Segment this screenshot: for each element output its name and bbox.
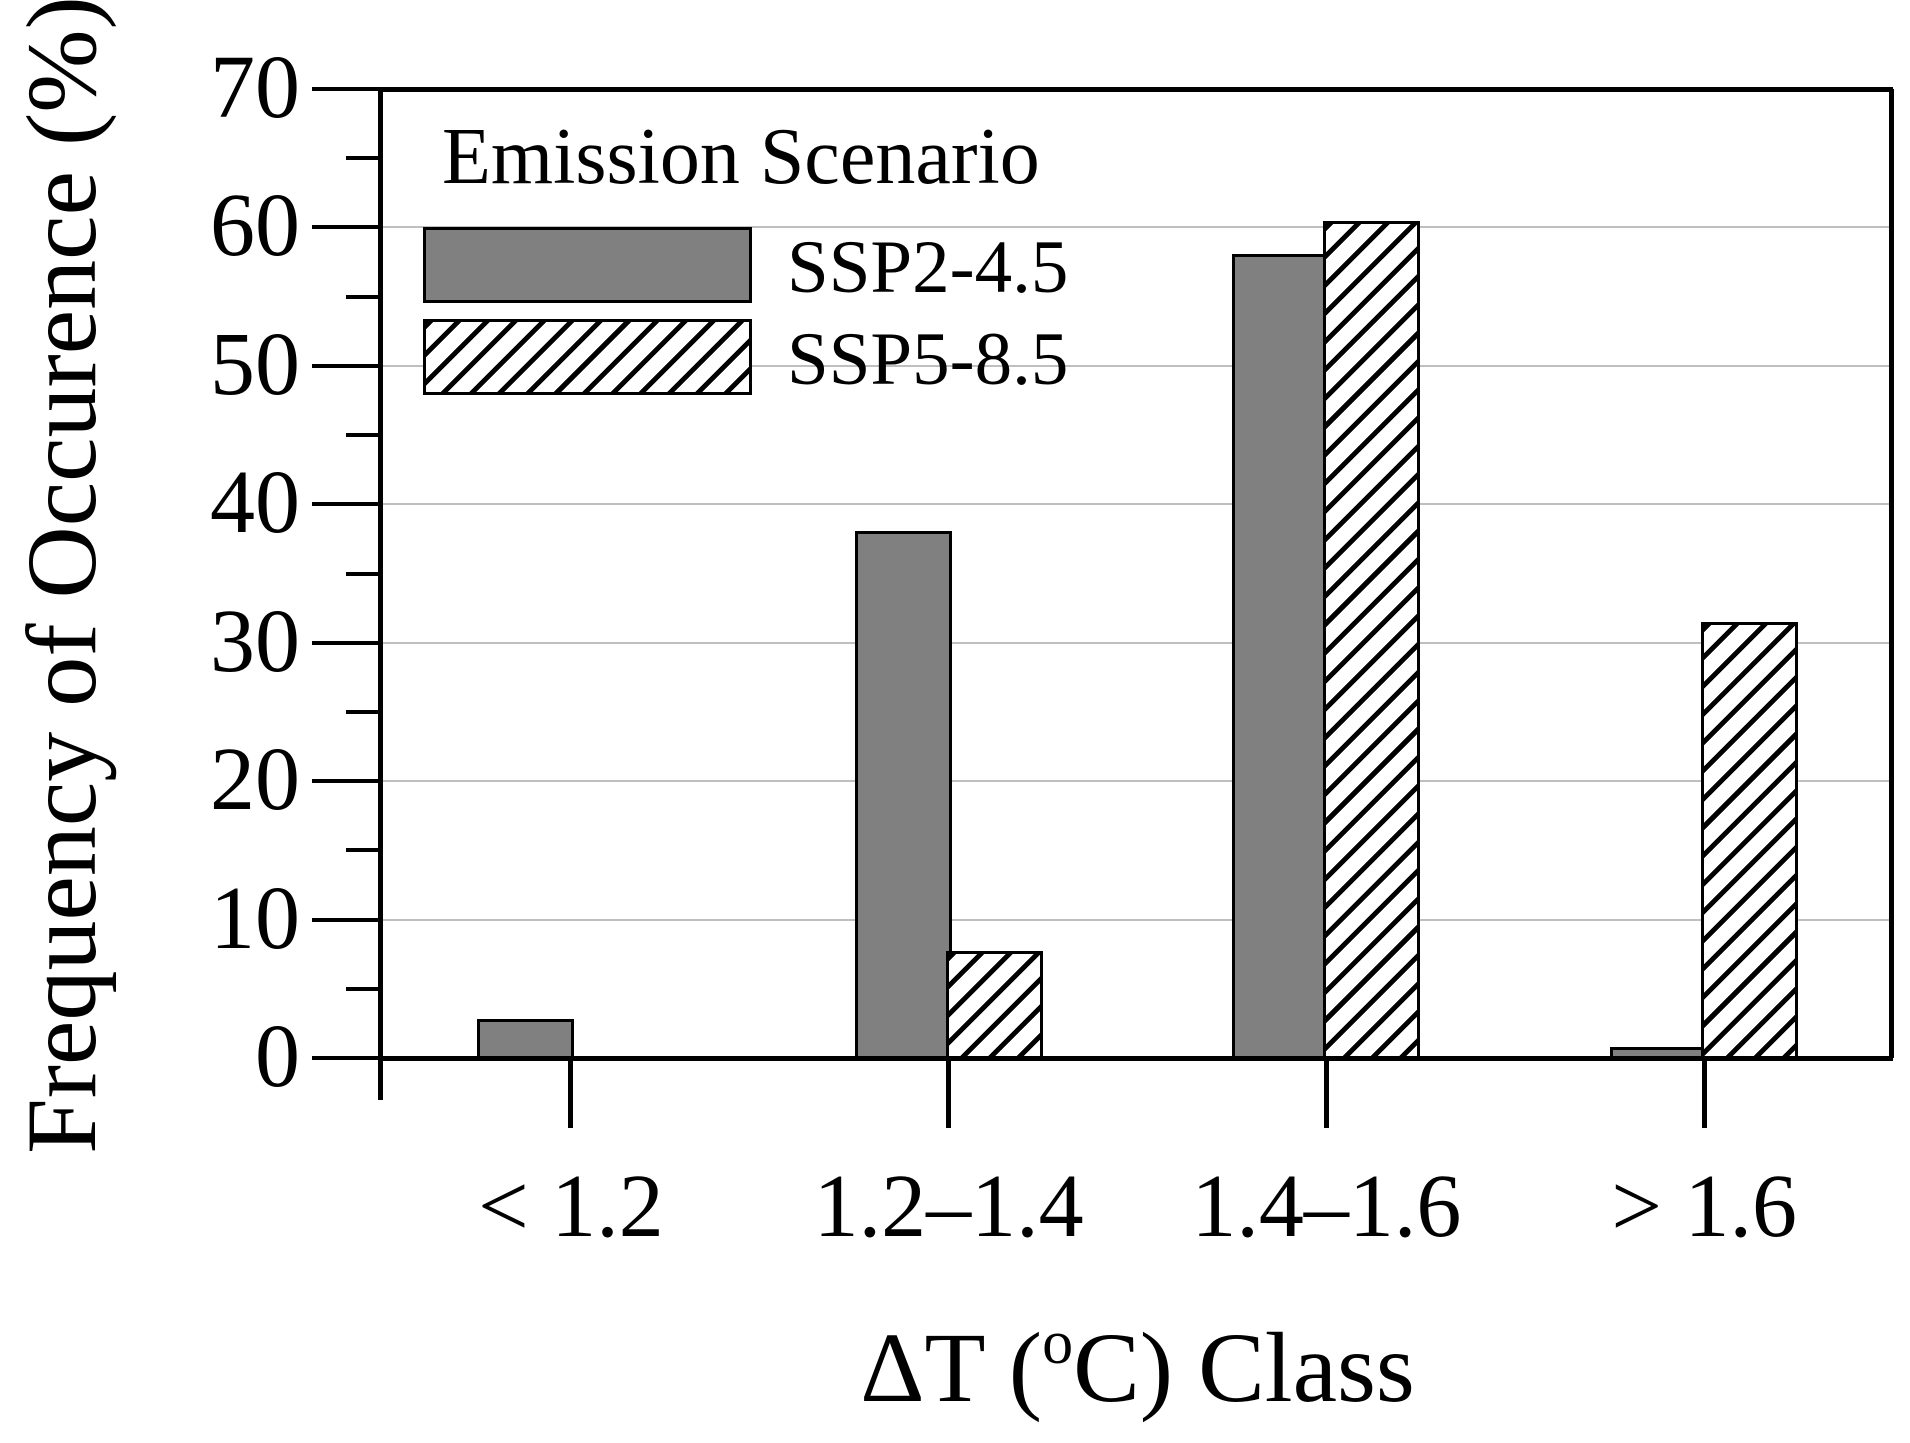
- x-category-tick-> 1.6: [1701, 1058, 1707, 1128]
- bar-SSP2-4.5-1.4–1.6: [1232, 253, 1330, 1061]
- x-category-tick-1.2–1.4: [946, 1058, 952, 1128]
- y-minor-tick-25: [346, 709, 382, 714]
- y-tick-label-70: 70: [210, 38, 300, 137]
- y-minor-tick-15: [346, 848, 382, 853]
- y-tick-label-30: 30: [210, 591, 300, 691]
- y-major-tick-20: [312, 779, 382, 784]
- x-category-tick-1.4–1.6: [1323, 1058, 1329, 1128]
- y-major-tick-50: [312, 363, 382, 368]
- gridline-20: [382, 780, 1893, 783]
- y-minor-tick-45: [346, 433, 382, 438]
- y-major-tick-40: [312, 502, 382, 507]
- x-tick-label-1.2–1.4: 1.2–1.4: [813, 1157, 1084, 1256]
- y-axis-line: [378, 89, 383, 1100]
- x-title-superscript-o: o: [1042, 1309, 1074, 1377]
- legend-title: Emission Scenario: [442, 113, 1040, 201]
- x-tick-label-1.4–1.6: 1.4–1.6: [1191, 1157, 1462, 1256]
- bar-SSP5-8.5-1.2–1.4: [945, 951, 1043, 1061]
- y-minor-tick-35: [346, 571, 382, 576]
- y-minor-tick-5: [346, 986, 382, 991]
- y-major-tick-10: [312, 917, 382, 922]
- gridline-60: [382, 226, 1893, 229]
- x-axis-line: [378, 1056, 1893, 1061]
- gridline-30: [382, 641, 1893, 644]
- plot-top-border: [378, 87, 1893, 92]
- legend-swatch-ssp5-hatched: [423, 319, 752, 395]
- y-minor-tick-55: [346, 294, 382, 299]
- legend-label-ssp5: SSP5-8.5: [787, 318, 1069, 401]
- bar-SSP5-8.5-1.4–1.6: [1323, 220, 1421, 1061]
- gridline-10: [382, 918, 1893, 921]
- y-minor-tick-65: [346, 156, 382, 161]
- y-tick-label-50: 50: [210, 314, 300, 414]
- x-tick-label-> 1.6: > 1.6: [1611, 1157, 1797, 1256]
- y-major-tick-60: [312, 225, 382, 230]
- y-tick-label-40: 40: [210, 453, 300, 553]
- x-title-pre: ΔT (: [860, 1312, 1043, 1423]
- y-major-tick-0: [312, 1056, 382, 1060]
- x-title-post: C) Class: [1073, 1312, 1415, 1423]
- x-tick-label-< 1.2: < 1.2: [477, 1157, 664, 1256]
- y-axis-title: Frequency of Occurence (%): [6, 0, 117, 1154]
- y-tick-label-0: 0: [255, 1007, 300, 1106]
- bar-SSP5-8.5-> 1.6: [1701, 621, 1799, 1061]
- bar-SSP2-4.5-1.2–1.4: [854, 530, 952, 1061]
- legend-label-ssp2: SSP2-4.5: [787, 226, 1069, 309]
- bar-SSP2-4.5-< 1.2: [476, 1019, 574, 1061]
- y-tick-label-60: 60: [210, 176, 300, 276]
- y-tick-label-20: 20: [210, 730, 300, 830]
- y-tick-label-10: 10: [210, 868, 300, 968]
- gridline-50: [382, 364, 1893, 367]
- y-major-tick-30: [312, 640, 382, 645]
- legend-swatch-ssp2-solid: [423, 227, 752, 303]
- x-category-tick-< 1.2: [568, 1058, 574, 1128]
- plot-right-border: [1889, 89, 1894, 1058]
- gridline-40: [382, 503, 1893, 506]
- y-major-tick-70: [312, 87, 382, 91]
- x-axis-title: ΔT (oC) Class: [382, 1312, 1893, 1423]
